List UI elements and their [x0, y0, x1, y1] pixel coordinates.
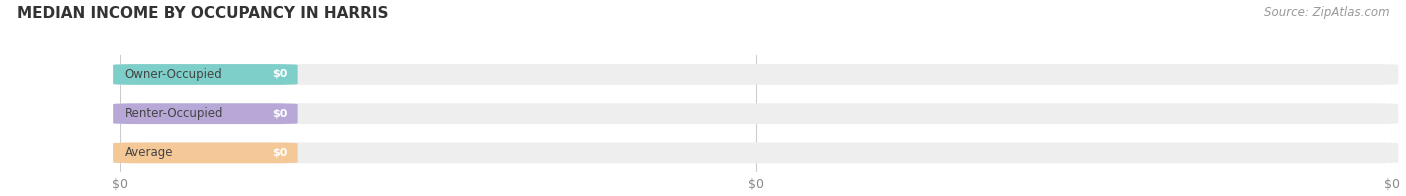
FancyBboxPatch shape	[112, 64, 1399, 85]
Text: Renter-Occupied: Renter-Occupied	[125, 107, 224, 120]
Text: Average: Average	[125, 146, 173, 159]
FancyBboxPatch shape	[112, 103, 298, 124]
FancyBboxPatch shape	[112, 142, 298, 163]
Text: Source: ZipAtlas.com: Source: ZipAtlas.com	[1264, 6, 1389, 19]
Text: Owner-Occupied: Owner-Occupied	[125, 68, 222, 81]
Text: $0: $0	[273, 69, 287, 80]
FancyBboxPatch shape	[112, 103, 1399, 124]
Text: MEDIAN INCOME BY OCCUPANCY IN HARRIS: MEDIAN INCOME BY OCCUPANCY IN HARRIS	[17, 6, 388, 21]
FancyBboxPatch shape	[112, 64, 298, 85]
Text: $0: $0	[273, 148, 287, 158]
Text: $0: $0	[273, 109, 287, 119]
FancyBboxPatch shape	[112, 142, 1399, 163]
